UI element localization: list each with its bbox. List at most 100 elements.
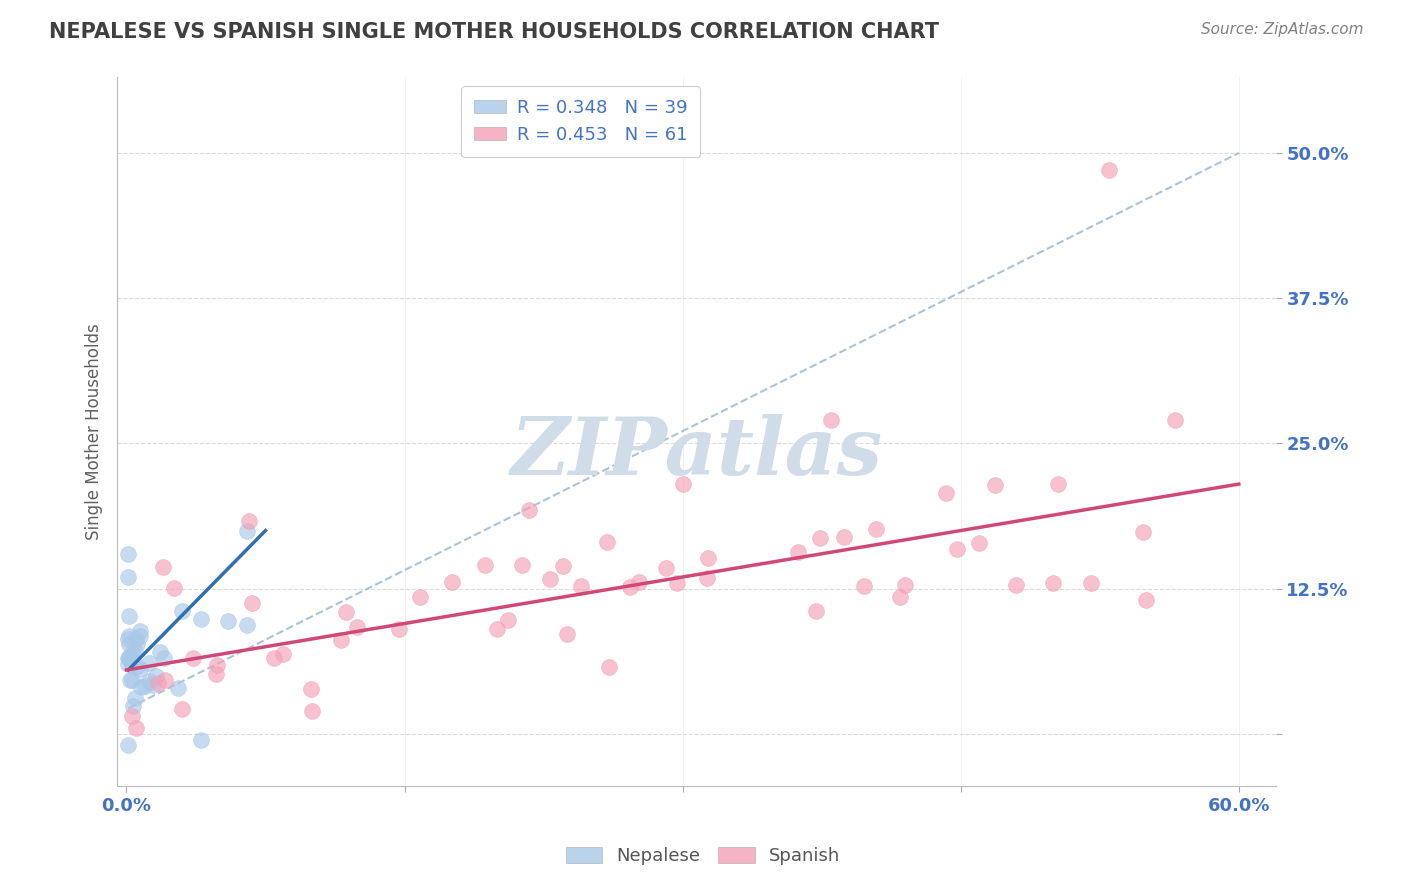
Point: [153, 673, 176, 688]
Point: [1135, 593, 1157, 607]
Point: [1080, 575, 1102, 590]
Point: [117, 632, 139, 647]
Point: [127, 636, 149, 650]
Point: [517, 503, 540, 517]
Point: [538, 572, 561, 586]
Point: [121, 709, 143, 723]
Point: [569, 579, 592, 593]
Point: [240, 596, 263, 610]
Point: [117, 657, 139, 671]
Point: [346, 620, 368, 634]
Point: [238, 514, 260, 528]
Point: [1098, 163, 1121, 178]
Point: [118, 608, 141, 623]
Point: [672, 477, 695, 491]
Point: [627, 574, 650, 589]
Point: [152, 559, 174, 574]
Point: [496, 613, 519, 627]
Point: [117, 570, 139, 584]
Point: [440, 575, 463, 590]
Point: [138, 656, 160, 670]
Point: [204, 667, 226, 681]
Point: [894, 578, 917, 592]
Point: [142, 678, 165, 692]
Point: [129, 629, 152, 643]
Point: [1132, 524, 1154, 539]
Point: [388, 623, 411, 637]
Point: [121, 657, 143, 672]
Point: [117, 651, 139, 665]
Point: [1047, 477, 1070, 491]
Point: [170, 702, 193, 716]
Point: [129, 662, 152, 676]
Point: [666, 576, 689, 591]
Point: [217, 614, 239, 628]
Point: [865, 522, 887, 536]
Point: [118, 637, 141, 651]
Point: [820, 413, 842, 427]
Text: ZIPatlas: ZIPatlas: [510, 414, 883, 491]
Point: [889, 590, 911, 604]
Point: [619, 580, 641, 594]
Point: [190, 611, 212, 625]
Point: [145, 669, 167, 683]
Point: [1163, 412, 1185, 426]
Point: [167, 681, 190, 696]
Text: NEPALESE VS SPANISH SINGLE MOTHER HOUSEHOLDS CORRELATION CHART: NEPALESE VS SPANISH SINGLE MOTHER HOUSEH…: [49, 22, 939, 42]
Legend: Nepalese, Spanish: Nepalese, Spanish: [558, 839, 848, 872]
Point: [510, 558, 533, 572]
Point: [170, 604, 193, 618]
Point: [335, 605, 357, 619]
Point: [808, 531, 831, 545]
Point: [124, 690, 146, 705]
Point: [134, 679, 156, 693]
Point: [935, 485, 957, 500]
Point: [787, 545, 810, 559]
Point: [118, 650, 141, 665]
Point: [696, 571, 718, 585]
Point: [301, 704, 323, 718]
Point: [118, 651, 141, 665]
Point: [299, 682, 322, 697]
Point: [138, 674, 160, 689]
Point: [553, 558, 575, 573]
Point: [804, 604, 827, 618]
Point: [125, 721, 148, 735]
Point: [263, 651, 285, 665]
Point: [596, 534, 619, 549]
Point: [125, 632, 148, 646]
Point: [149, 645, 172, 659]
Point: [1005, 578, 1028, 592]
Point: [127, 659, 149, 673]
Point: [984, 478, 1007, 492]
Y-axis label: Single Mother Households: Single Mother Households: [86, 324, 103, 541]
Point: [273, 647, 295, 661]
Point: [236, 618, 259, 632]
Point: [236, 524, 259, 538]
Point: [122, 698, 145, 713]
Point: [1042, 575, 1064, 590]
Point: [408, 590, 430, 604]
Point: [118, 629, 141, 643]
Point: [967, 536, 990, 550]
Point: [181, 650, 204, 665]
Point: [121, 646, 143, 660]
Point: [124, 644, 146, 658]
Point: [121, 673, 143, 687]
Point: [146, 675, 169, 690]
Point: [118, 673, 141, 687]
Legend: R = 0.348   N = 39, R = 0.453   N = 61: R = 0.348 N = 39, R = 0.453 N = 61: [461, 87, 700, 157]
Point: [163, 581, 186, 595]
Point: [117, 547, 139, 561]
Point: [946, 541, 969, 556]
Point: [696, 551, 718, 566]
Point: [832, 531, 855, 545]
Point: [655, 561, 678, 575]
Point: [598, 660, 620, 674]
Point: [152, 650, 174, 665]
Point: [486, 622, 509, 636]
Point: [555, 627, 578, 641]
Point: [852, 579, 875, 593]
Point: [129, 681, 152, 695]
Point: [207, 658, 229, 673]
